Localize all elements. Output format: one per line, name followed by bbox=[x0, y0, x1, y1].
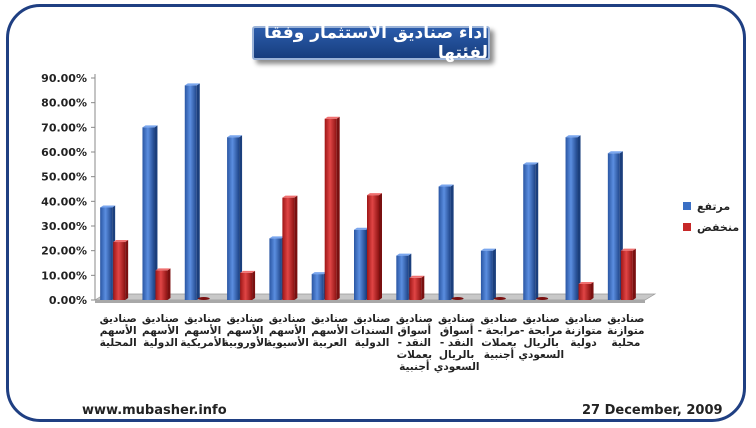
bar-top-high bbox=[523, 162, 539, 165]
bar-low bbox=[282, 197, 295, 300]
bar-top-low bbox=[324, 116, 340, 119]
legend-swatch-low bbox=[683, 223, 691, 231]
bar-side-low bbox=[252, 270, 256, 300]
bar-side-high bbox=[492, 248, 496, 300]
bar-high bbox=[227, 137, 240, 300]
bar-top-high bbox=[142, 125, 158, 128]
bar-high bbox=[523, 164, 536, 300]
category-label: صناديق الأسهم المحلية bbox=[100, 313, 137, 349]
date-footer: 27 December, 2009 bbox=[582, 403, 723, 418]
bar-high bbox=[100, 207, 113, 300]
bar-top-high bbox=[354, 227, 369, 230]
bar-top-low bbox=[155, 268, 171, 271]
bar-low bbox=[240, 272, 253, 300]
bar-high bbox=[565, 137, 578, 300]
bar-top-high bbox=[438, 184, 454, 187]
bar-low bbox=[451, 297, 464, 300]
bar-top-high bbox=[269, 236, 285, 239]
bar-side-high bbox=[196, 83, 200, 301]
y-tick-label: 60.00% bbox=[41, 146, 87, 159]
category-label: صناديق متوازنة محلية bbox=[607, 313, 644, 349]
y-tick-label: 0.00% bbox=[49, 294, 87, 307]
category-label: صناديق الأسهم العربية bbox=[311, 313, 348, 349]
bar-side-low bbox=[125, 240, 129, 300]
y-tick-label: 20.00% bbox=[41, 245, 87, 258]
category-label: صناديق السندات الدولية bbox=[351, 313, 394, 349]
category-label: صناديق الأسهم الأوروبية bbox=[223, 313, 268, 349]
category-label: صناديق مرابحة -بالريال السعودي bbox=[518, 313, 564, 361]
bar-high bbox=[184, 85, 197, 301]
bar-side-low bbox=[167, 268, 171, 300]
y-tick-label: 50.00% bbox=[41, 171, 87, 184]
bar-side-low bbox=[632, 248, 636, 300]
bar-side-low bbox=[294, 195, 298, 300]
bar-top-low bbox=[240, 270, 256, 273]
y-tick-label: 80.00% bbox=[41, 97, 87, 110]
category-label: صناديق مرابحة -بعملات أجنبية bbox=[478, 313, 521, 361]
bar-side-high bbox=[535, 162, 539, 300]
bar-high bbox=[480, 250, 493, 300]
bar-top-low bbox=[409, 275, 425, 278]
bar-low bbox=[409, 277, 422, 300]
bar-high bbox=[354, 229, 366, 300]
bar-high bbox=[269, 238, 282, 300]
bar-side-low bbox=[336, 116, 340, 300]
bar-top-low bbox=[113, 240, 129, 243]
bar-low bbox=[155, 270, 168, 300]
bar-side-low bbox=[379, 193, 382, 300]
bar-top-low bbox=[620, 248, 636, 251]
y-tick-label: 40.00% bbox=[41, 195, 87, 208]
bar-low bbox=[113, 242, 126, 300]
chart-title: اداء صناديق الاستثمار وفقا لفئتها bbox=[252, 23, 490, 63]
bar-side-high bbox=[577, 135, 581, 300]
category-label: صناديق الأسهم الأسيوية bbox=[266, 313, 309, 349]
bar-side-high bbox=[154, 125, 158, 300]
bar-side-low bbox=[590, 281, 594, 300]
bar-side-low bbox=[421, 275, 425, 300]
bar-top-low bbox=[282, 195, 298, 198]
bar-top-high bbox=[184, 83, 200, 86]
bar-low bbox=[367, 195, 379, 300]
legend-swatch-high bbox=[683, 202, 691, 210]
bar-high bbox=[142, 127, 155, 300]
bar-low bbox=[536, 297, 549, 300]
bar-top-high bbox=[607, 151, 623, 154]
bar-high bbox=[311, 274, 324, 300]
legend-label-low: منخفض bbox=[697, 221, 739, 234]
bar-top-high bbox=[565, 135, 581, 138]
legend-label-high: مرتفع bbox=[697, 200, 730, 213]
chart-floor-edge bbox=[95, 300, 645, 303]
bar-high bbox=[607, 153, 620, 300]
bar-low bbox=[620, 250, 633, 300]
bar-top-high bbox=[396, 253, 412, 256]
y-tick-label: 70.00% bbox=[41, 121, 87, 134]
bar-top-high bbox=[480, 248, 496, 251]
bar-top-high bbox=[227, 135, 243, 138]
bar-top-low bbox=[367, 193, 382, 196]
bar-high bbox=[438, 186, 451, 300]
website-footer: www.mubasher.info bbox=[82, 403, 227, 418]
bar-side-high bbox=[450, 184, 454, 300]
bar-side-high bbox=[239, 135, 243, 300]
category-label: صناديق الأسهم الأمريكية bbox=[180, 313, 225, 349]
y-tick-label: 30.00% bbox=[41, 220, 87, 233]
bar-top-high bbox=[311, 272, 327, 275]
category-label: صناديق متوازنة دولية bbox=[565, 313, 602, 349]
bar-top-low bbox=[578, 281, 594, 284]
y-tick-label: 90.00% bbox=[41, 72, 87, 85]
bar-top-high bbox=[100, 205, 116, 208]
y-tick-label: 10.00% bbox=[41, 269, 87, 282]
category-label: صناديق الأسهم الدولية bbox=[142, 313, 179, 349]
category-label: صناديق أسواق النقد -بعملات أجنبية bbox=[396, 313, 433, 373]
bar-low bbox=[493, 297, 506, 300]
bar-low bbox=[578, 283, 591, 300]
bar-low bbox=[197, 297, 210, 300]
bar-high bbox=[396, 255, 409, 300]
category-label: صناديق أسواق النقد -بالريال السعودي bbox=[434, 313, 480, 373]
bar-low bbox=[324, 118, 337, 300]
